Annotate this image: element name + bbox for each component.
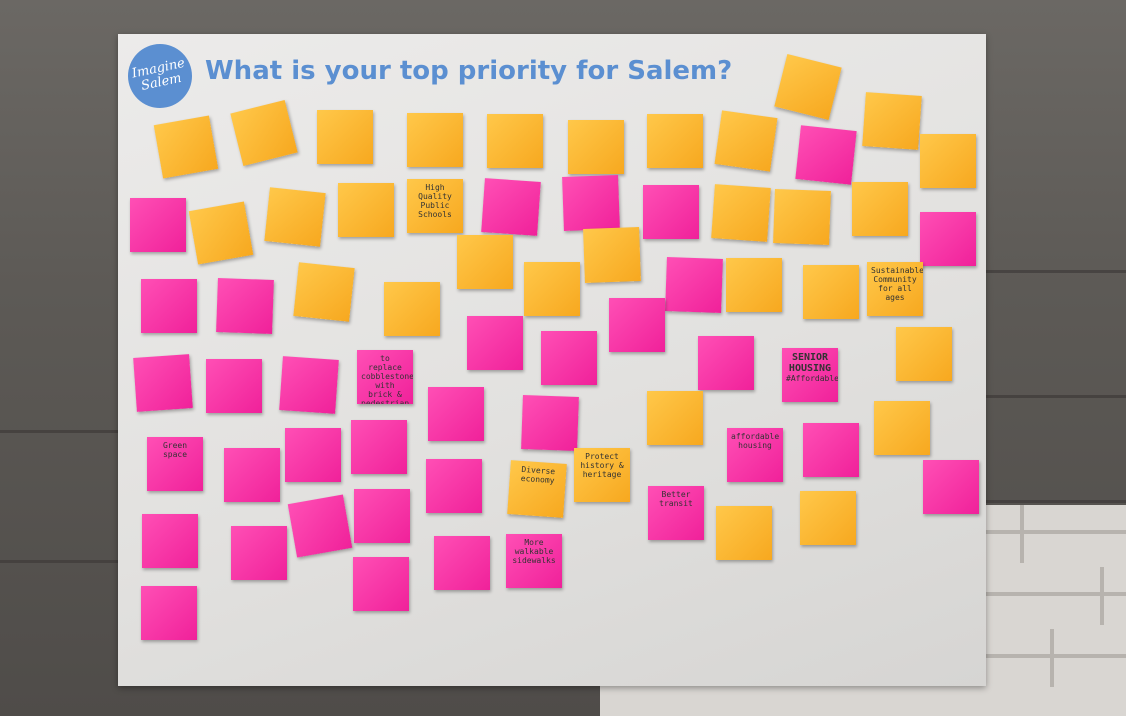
- sticky-note: [353, 557, 409, 611]
- note-text: SENIOR HOUSING: [788, 352, 832, 374]
- sticky-note: [206, 359, 262, 413]
- sticky-note: [351, 420, 407, 474]
- sticky-note: [287, 494, 353, 558]
- note-pedestrian: to replace cobblestones with brick & ped…: [357, 350, 413, 404]
- note-text: More walkable sidewalks: [512, 538, 556, 565]
- sticky-note: [317, 110, 373, 164]
- note-text: Protect history & heritage: [580, 452, 624, 479]
- sticky-note: [665, 257, 723, 313]
- brick-joint: [1050, 629, 1054, 687]
- sticky-note: [428, 387, 484, 441]
- note-affordable-housing: affordable housing: [727, 428, 783, 482]
- sticky-note: [338, 183, 394, 237]
- sticky-note: [293, 262, 355, 322]
- sticky-note: [141, 586, 197, 640]
- note-senior-housing: SENIOR HOUSING #Affordable: [782, 348, 838, 402]
- sticky-note: [521, 395, 579, 451]
- note-transit: Better transit: [648, 486, 704, 540]
- sticky-note: [800, 491, 856, 545]
- poster-title: What is your top priority for Salem?: [205, 56, 733, 86]
- sticky-note: [711, 184, 771, 242]
- note-text: to replace cobblestones with brick & ped…: [361, 354, 413, 404]
- sticky-note: [279, 356, 339, 414]
- sticky-note: [133, 354, 193, 412]
- sticky-note: [568, 120, 624, 174]
- wall-seam: [0, 430, 120, 433]
- sticky-note: [896, 327, 952, 381]
- sticky-note: [216, 278, 274, 334]
- sticky-note: [795, 125, 857, 185]
- wall-seam: [986, 500, 1126, 503]
- sticky-note: [426, 459, 482, 513]
- note-sustainable-community: Sustainable Community for all ages: [867, 262, 923, 316]
- sticky-note: [264, 187, 326, 247]
- sticky-note: [562, 175, 620, 231]
- sticky-note: [384, 282, 440, 336]
- sticky-note: [647, 391, 703, 445]
- note-text: High Quality Public Schools: [418, 183, 452, 219]
- sticky-note: [874, 401, 930, 455]
- wall-seam: [0, 560, 120, 563]
- brick-joint: [1100, 567, 1104, 625]
- sticky-note: [803, 423, 859, 477]
- sticky-note: [487, 114, 543, 168]
- sticky-note: [920, 212, 976, 266]
- sticky-note: [716, 506, 772, 560]
- wall-seam: [986, 270, 1126, 273]
- note-more-diversity: Diverse economy: [507, 460, 567, 518]
- note-text: Diverse economy: [520, 464, 556, 486]
- sticky-note: [524, 262, 580, 316]
- sticky-note: [434, 536, 490, 590]
- sticky-note: [130, 198, 186, 252]
- sticky-note: [583, 227, 641, 283]
- sticky-note: [852, 182, 908, 236]
- sticky-note: [224, 448, 280, 502]
- note-text: #Affordable: [786, 374, 838, 383]
- sticky-note: [643, 185, 699, 239]
- sticky-note: [647, 114, 703, 168]
- sticky-note: [862, 92, 922, 150]
- sticky-note: [188, 201, 254, 265]
- sticky-note: [923, 460, 979, 514]
- sticky-note: [285, 428, 341, 482]
- sticky-note: [481, 178, 541, 236]
- sticky-note: [153, 115, 219, 179]
- sticky-note: [142, 514, 198, 568]
- note-text: Green space: [162, 441, 188, 459]
- note-text: Sustainable Community for all ages: [871, 266, 923, 302]
- note-protect-heritage: Protect history & heritage: [574, 448, 630, 502]
- sticky-note: [698, 336, 754, 390]
- brick-joint: [1020, 505, 1024, 563]
- sticky-note: [773, 189, 831, 245]
- note-high-quality-schools: High Quality Public Schools: [407, 179, 463, 233]
- wall-seam: [986, 395, 1126, 398]
- sticky-note: [407, 113, 463, 167]
- sticky-note: [457, 235, 513, 289]
- note-green-space: Green space: [147, 437, 203, 491]
- note-text: affordable housing: [731, 432, 780, 450]
- sticky-note: [714, 110, 778, 172]
- sticky-note: [803, 265, 859, 319]
- sticky-note: [467, 316, 523, 370]
- sticky-note: [726, 258, 782, 312]
- sticky-note: [920, 134, 976, 188]
- sticky-note: [231, 526, 287, 580]
- sticky-note: [141, 279, 197, 333]
- note-more-parks: More walkable sidewalks: [506, 534, 562, 588]
- sticky-note: [609, 298, 665, 352]
- sticky-note: [354, 489, 410, 543]
- sticky-note: [541, 331, 597, 385]
- note-text: Better transit: [659, 490, 693, 508]
